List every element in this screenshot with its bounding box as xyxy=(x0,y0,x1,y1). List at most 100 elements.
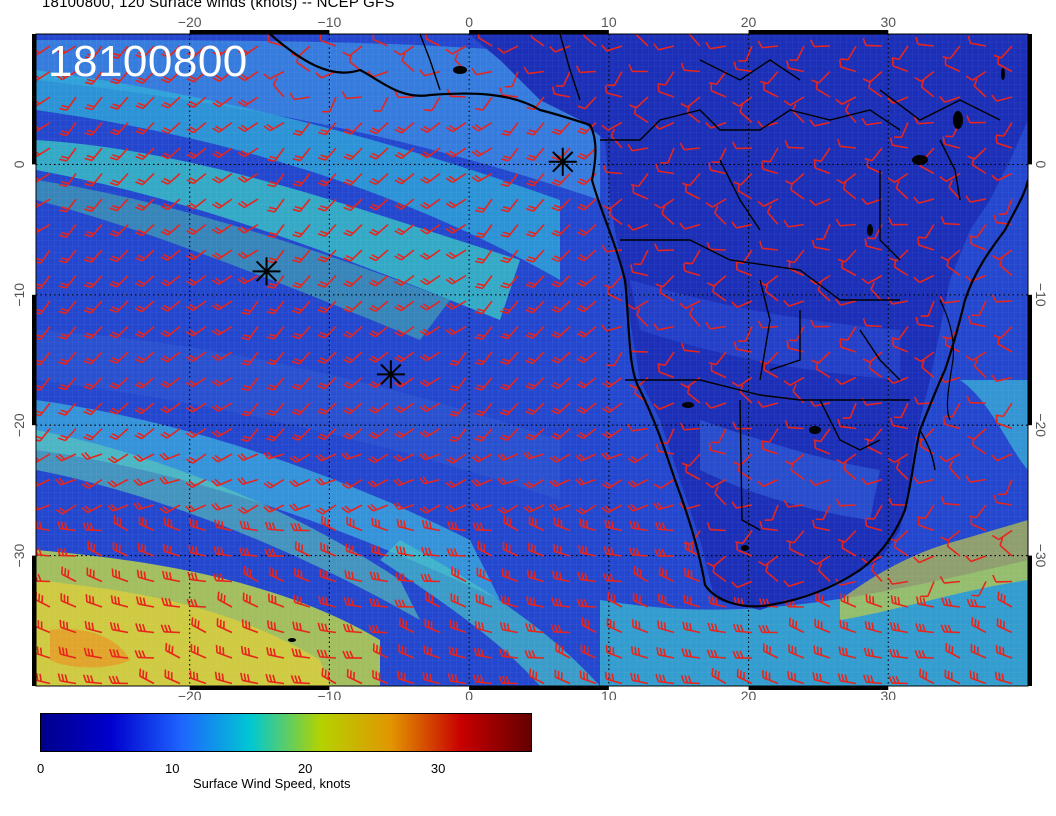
wind-barb xyxy=(342,650,362,659)
wind-barb xyxy=(892,338,909,353)
wind-barb xyxy=(817,562,831,583)
wind-barb xyxy=(629,520,649,532)
wind-barb xyxy=(946,258,961,277)
wind-barb xyxy=(211,478,233,487)
wind-barb xyxy=(601,44,623,52)
wind-barb xyxy=(549,453,571,463)
wind-barb xyxy=(813,147,831,163)
wind-barb xyxy=(837,529,857,543)
wind-barb xyxy=(681,648,701,659)
wind-barb xyxy=(317,376,337,390)
wind-barb xyxy=(136,569,155,583)
wind-barb xyxy=(913,196,935,204)
wind-barb xyxy=(919,668,935,685)
wind-barb xyxy=(497,476,519,486)
wind-barb xyxy=(214,519,233,532)
wind-barb xyxy=(36,646,51,659)
wind-barb xyxy=(343,172,363,186)
wind-barb xyxy=(320,542,337,557)
wind-barb xyxy=(919,438,935,455)
wind-barb xyxy=(810,39,831,48)
wind-barb xyxy=(109,300,129,314)
wind-barb xyxy=(705,198,727,208)
wind-barb xyxy=(708,442,727,455)
frame-tick-top xyxy=(748,30,889,34)
wind-barb xyxy=(731,580,753,589)
wind-barb xyxy=(688,34,701,47)
wind-barb xyxy=(134,300,155,313)
wind-barb xyxy=(844,103,857,124)
wind-barb xyxy=(289,92,311,101)
wind-barb xyxy=(187,571,207,583)
wind-barb xyxy=(968,504,987,519)
wind-barb xyxy=(160,427,181,439)
wind-barb xyxy=(394,599,415,608)
wind-barb xyxy=(965,195,987,203)
wind-barb xyxy=(160,325,181,338)
wind-barb xyxy=(216,618,233,634)
wind-barb xyxy=(237,147,259,158)
wind-barb xyxy=(186,325,207,337)
wind-barb xyxy=(450,593,467,608)
wind-barb xyxy=(291,648,311,659)
wind-barb xyxy=(970,516,987,532)
wind-barb xyxy=(266,326,285,340)
wind-barb xyxy=(712,284,727,302)
wind-barb xyxy=(237,476,259,486)
wind-barb xyxy=(784,172,805,185)
wind-barb xyxy=(523,66,545,75)
wind-barb xyxy=(577,198,597,211)
wind-barb xyxy=(394,572,415,583)
wind-barb xyxy=(474,326,493,340)
wind-barb xyxy=(317,351,337,365)
wind-barb xyxy=(610,128,623,149)
wind-barb xyxy=(55,504,77,515)
wind-barb xyxy=(315,504,337,515)
wind-barb xyxy=(684,567,701,583)
wind-barb xyxy=(293,594,311,608)
wind-barb xyxy=(765,563,779,583)
wind-barb xyxy=(627,503,649,512)
wind-barb xyxy=(705,478,727,489)
wind-barb xyxy=(186,300,207,312)
wind-barb xyxy=(342,623,363,634)
wind-barb xyxy=(757,40,779,49)
wind-barb xyxy=(343,198,363,212)
wind-barb xyxy=(186,70,207,83)
wind-barb xyxy=(498,675,519,685)
wind-barb xyxy=(445,478,467,489)
wind-barb xyxy=(684,184,701,200)
wind-barb xyxy=(420,573,441,583)
wind-barb xyxy=(292,147,311,162)
lon-label-bottom: 10 xyxy=(601,688,617,700)
frame-tick-bottom xyxy=(748,686,889,690)
wind-barb xyxy=(731,221,753,229)
wind-barb xyxy=(160,198,181,211)
frame-tick-right xyxy=(1028,555,1032,686)
wind-barb xyxy=(551,351,571,364)
wind-barb xyxy=(211,325,233,336)
wind-barb xyxy=(421,546,441,557)
wind-barb xyxy=(267,147,285,162)
wind-barb xyxy=(60,593,77,608)
wind-barb xyxy=(135,147,155,161)
wind-barb xyxy=(735,249,753,265)
wind-barb xyxy=(705,402,727,409)
lon-label-bottom: −20 xyxy=(178,688,202,700)
wind-barb xyxy=(368,300,389,312)
wind-barb xyxy=(395,545,415,557)
wind-barb xyxy=(447,673,467,685)
wind-barb xyxy=(190,643,207,659)
wind-barb xyxy=(110,45,129,60)
wind-barb xyxy=(835,96,857,105)
wind-barb xyxy=(731,376,753,387)
wind-barb xyxy=(266,402,285,417)
wind-barb xyxy=(448,428,467,443)
wind-barb xyxy=(394,351,415,363)
wind-barb xyxy=(346,668,363,685)
wind-barb xyxy=(161,70,181,84)
wind-barb xyxy=(889,417,909,430)
wind-barb xyxy=(758,555,779,567)
wind-barb xyxy=(394,172,415,185)
wind-barb xyxy=(451,566,467,583)
